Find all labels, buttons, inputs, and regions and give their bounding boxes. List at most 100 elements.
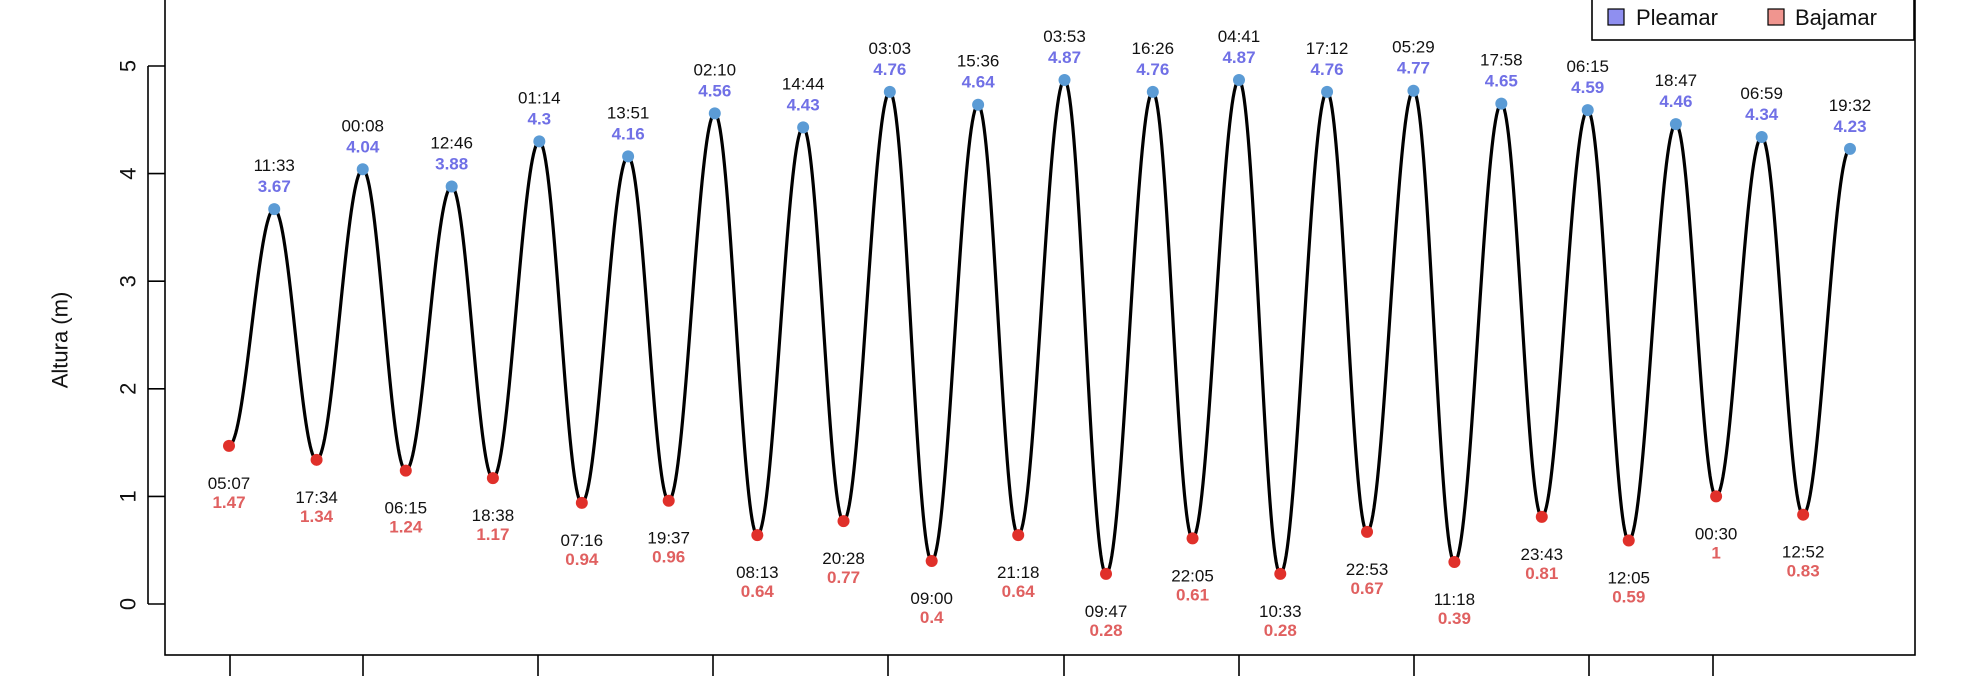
- bajamar-value-label: 0.59: [1612, 588, 1645, 607]
- pleamar-value-label: 3.88: [435, 155, 468, 174]
- bajamar-value-label: 1.17: [476, 525, 509, 544]
- bajamar-point: [925, 554, 938, 567]
- bajamar-time-label: 11:18: [1434, 590, 1475, 609]
- y-tick-label: 4: [116, 167, 141, 179]
- bajamar-point: [310, 453, 323, 466]
- pleamar-value-label: 4.46: [1659, 92, 1692, 111]
- pleamar-time-label: 17:58: [1480, 51, 1523, 70]
- bajamar-point: [1797, 508, 1810, 521]
- pleamar-value-label: 4.34: [1745, 105, 1779, 124]
- pleamar-time-label: 13:51: [607, 103, 650, 122]
- bajamar-time-label: 00:30: [1695, 524, 1738, 543]
- bajamar-value-label: 0.96: [652, 548, 685, 567]
- pleamar-time-label: 15:36: [957, 52, 1000, 71]
- pleamar-value-label: 4.23: [1833, 117, 1866, 136]
- pleamar-time-label: 11:33: [254, 156, 295, 175]
- bajamar-value-label: 0.4: [920, 608, 944, 627]
- bajamar-time-label: 10:33: [1259, 602, 1302, 621]
- bajamar-value-label: 0.28: [1264, 621, 1297, 640]
- pleamar-value-label: 4.59: [1571, 78, 1604, 97]
- bajamar-point: [486, 472, 499, 485]
- pleamar-time-label: 17:12: [1306, 39, 1349, 58]
- bajamar-value-label: 0.77: [827, 568, 860, 587]
- bajamar-point: [1361, 525, 1374, 538]
- pleamar-point: [883, 85, 896, 98]
- pleamar-time-label: 02:10: [694, 60, 737, 79]
- bajamar-time-label: 09:00: [910, 589, 953, 608]
- pleamar-value-label: 4.65: [1485, 72, 1518, 91]
- bajamar-time-label: 17:34: [295, 488, 338, 507]
- bajamar-value-label: 1: [1711, 543, 1720, 562]
- pleamar-point: [797, 121, 810, 134]
- y-tick-label: 2: [116, 383, 141, 395]
- pleamar-point: [1669, 118, 1682, 131]
- pleamar-point: [356, 163, 369, 176]
- bajamar-value-label: 0.67: [1350, 579, 1383, 598]
- bajamar-point: [223, 439, 235, 452]
- pleamar-point: [708, 107, 721, 120]
- bajamar-point: [1100, 567, 1113, 580]
- pleamar-point: [1495, 97, 1508, 110]
- bajamar-time-label: 21:18: [997, 563, 1040, 582]
- y-tick-label: 1: [116, 490, 141, 502]
- pleamar-time-label: 12:46: [430, 134, 473, 153]
- pleamar-point: [1581, 104, 1594, 117]
- bajamar-time-label: 05:07: [208, 474, 251, 493]
- pleamar-time-label: 06:59: [1740, 84, 1783, 103]
- bajamar-point: [399, 464, 412, 477]
- pleamar-time-label: 04:41: [1218, 27, 1261, 46]
- y-tick-label: 3: [116, 275, 141, 287]
- pleamar-value-label: 4.3: [528, 109, 552, 128]
- legend-swatch-pleamar: [1607, 8, 1625, 26]
- pleamar-time-label: 19:32: [1829, 96, 1872, 115]
- legend-label-pleamar: Pleamar: [1636, 5, 1718, 30]
- bajamar-point: [1622, 534, 1635, 547]
- y-tick-label: 5: [116, 60, 141, 72]
- pleamar-value-label: 4.76: [1136, 60, 1169, 79]
- pleamar-point: [1058, 73, 1071, 86]
- pleamar-value-label: 4.43: [787, 95, 820, 114]
- bajamar-value-label: 0.94: [565, 550, 599, 569]
- bajamar-point: [1274, 567, 1287, 580]
- bajamar-value-label: 0.64: [1002, 582, 1036, 601]
- bajamar-time-label: 22:05: [1171, 566, 1214, 585]
- bajamar-time-label: 19:37: [647, 529, 690, 548]
- pleamar-value-label: 3.67: [258, 177, 291, 196]
- tide-curve: [228, 78, 1851, 576]
- y-axis-label: Altura (m): [48, 292, 73, 389]
- pleamar-point: [445, 180, 458, 193]
- bajamar-time-label: 23:43: [1521, 545, 1564, 564]
- y-tick-label: 0: [116, 598, 141, 610]
- bajamar-point: [1186, 532, 1199, 545]
- pleamar-value-label: 4.76: [873, 60, 906, 79]
- pleamar-point: [1755, 131, 1768, 144]
- pleamar-point: [1146, 85, 1159, 98]
- bajamar-value-label: 1.34: [300, 507, 334, 526]
- bajamar-point: [575, 496, 588, 509]
- pleamar-time-label: 14:44: [782, 74, 825, 93]
- bajamar-value-label: 0.61: [1176, 585, 1209, 604]
- bajamar-time-label: 08:13: [736, 563, 779, 582]
- bajamar-value-label: 0.81: [1525, 564, 1558, 583]
- bajamar-point: [1012, 529, 1025, 542]
- bajamar-value-label: 1.24: [389, 518, 423, 537]
- pleamar-time-label: 06:15: [1566, 57, 1609, 76]
- bajamar-time-label: 06:15: [385, 499, 428, 518]
- bajamar-time-label: 07:16: [561, 531, 604, 550]
- pleamar-time-label: 00:08: [341, 116, 384, 135]
- legend-swatch-bajamar: [1767, 8, 1785, 26]
- bajamar-value-label: 0.83: [1787, 562, 1820, 581]
- bajamar-point: [751, 529, 764, 542]
- plot-frame: [164, 0, 1916, 656]
- pleamar-point: [1232, 73, 1245, 86]
- bajamar-value-label: 1.47: [212, 493, 245, 512]
- bajamar-time-label: 20:28: [822, 549, 865, 568]
- pleamar-value-label: 4.76: [1311, 60, 1344, 79]
- legend-box: [1591, 0, 1915, 41]
- pleamar-point: [972, 98, 985, 111]
- pleamar-time-label: 18:47: [1655, 71, 1698, 90]
- bajamar-time-label: 12:52: [1782, 543, 1825, 562]
- pleamar-point: [1321, 85, 1334, 98]
- pleamar-point: [622, 150, 635, 163]
